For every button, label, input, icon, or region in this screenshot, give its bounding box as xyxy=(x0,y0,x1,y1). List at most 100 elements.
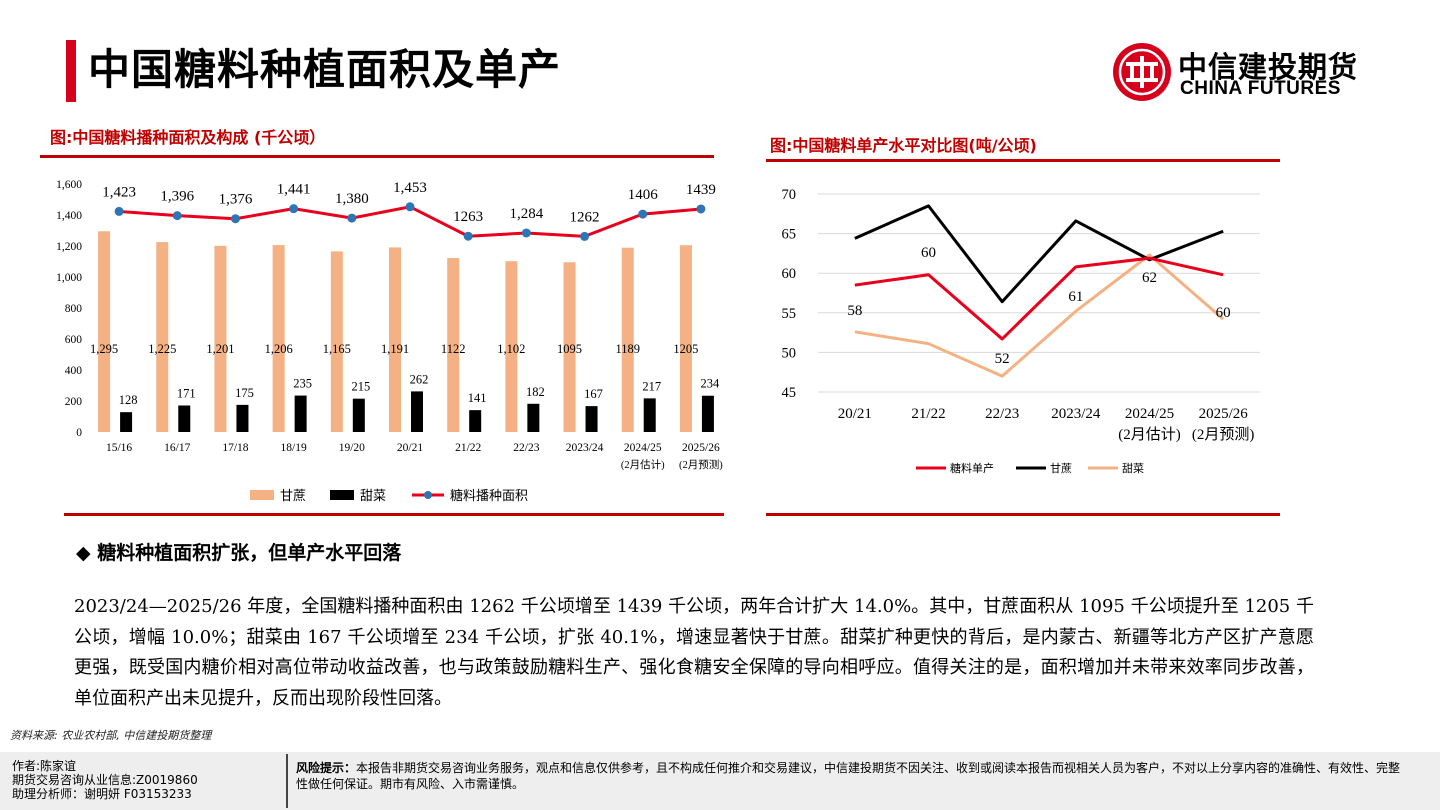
y-tick-label: 65 xyxy=(782,227,797,243)
sugarcane-bar xyxy=(621,247,634,432)
x-tick-label: 22/23 xyxy=(513,442,539,454)
sugarcane-bar-label: 1,225 xyxy=(148,342,176,356)
y-tick-label: 1,000 xyxy=(56,272,82,284)
legend-label: 甜菜 xyxy=(360,488,386,504)
section-bullet: ◆ 糖料种植面积扩张，但单产水平回落 xyxy=(76,542,402,564)
footer-author: 作者:陈家谊 xyxy=(12,759,77,773)
y-tick-label: 55 xyxy=(782,306,797,322)
total-area-point xyxy=(521,228,531,238)
sugarcane-bar xyxy=(505,261,518,432)
beet-bar xyxy=(527,403,540,432)
x-tick-label: 2024/25 xyxy=(624,442,662,454)
beet-bar xyxy=(643,398,656,432)
total-area-point xyxy=(463,231,473,241)
total-area-label: 1,284 xyxy=(509,206,543,222)
x-tick-label: 2023/24 xyxy=(566,442,604,454)
total-area-point xyxy=(289,204,299,214)
beet-bar xyxy=(236,404,249,432)
x-tick-label: 20/21 xyxy=(397,442,423,454)
total-area-point xyxy=(230,214,240,224)
beet-bar-label: 262 xyxy=(410,372,429,386)
chart2-bottom-rule xyxy=(766,513,1280,516)
legend-label: 甘蔗 xyxy=(1050,462,1072,475)
total-area-point xyxy=(172,211,182,221)
total-area-label: 1406 xyxy=(628,187,659,203)
x-tick-label: 16/17 xyxy=(164,442,190,454)
beet-bar xyxy=(701,395,714,432)
chart1-bottom-rule xyxy=(64,513,724,516)
risk-text: 本报告非期货交易咨询业务服务，观点和信息仅供参考，且不构成任何推介和交易建议，中… xyxy=(296,761,1401,791)
chart2-heading: 图:中国糖料单产水平对比图(吨/公顷) xyxy=(770,136,1037,155)
beet-bar-label: 234 xyxy=(701,377,721,391)
footer-license: 期货交易咨询从业信息:Z0019860 xyxy=(12,773,198,787)
total-area-label: 1,441 xyxy=(277,182,311,198)
sugarcane-bar xyxy=(679,245,692,432)
footer-assistant: 助理分析师：谢明妍 F03153233 xyxy=(12,787,192,801)
beet-bar xyxy=(178,405,191,432)
logo-cn-text: 中信建投期货 xyxy=(1178,50,1359,84)
x-tick-label: 17/18 xyxy=(222,442,248,454)
sugarcane-bar xyxy=(272,245,285,432)
area-chart: 0 200 400 600 800 1,000 1,200 1,400 1,600 15/16 16… xyxy=(56,179,723,504)
x-tick-label: 2025/26 xyxy=(682,442,720,454)
yield-chart: 45 50 55 60 65 70 20/21 21/22 22/23 2023/24 2024/2… xyxy=(782,187,1260,475)
x-tick-label: 22/23 xyxy=(985,406,1019,422)
sugarcane-bar xyxy=(98,231,111,432)
beet-bar-label: 171 xyxy=(177,386,196,400)
yield-data-label: 61 xyxy=(1068,289,1083,305)
x-tick-sublabel: (2月预测) xyxy=(1192,426,1255,443)
total-area-label: 1262 xyxy=(570,209,600,225)
total-area-label: 1439 xyxy=(686,182,716,198)
sugarcane-bar xyxy=(389,247,401,432)
total-area-label: 1,376 xyxy=(219,192,253,208)
series-line-2 xyxy=(854,253,1225,378)
x-tick-label: 2025/26 xyxy=(1199,406,1249,422)
sugarcane-bar xyxy=(563,262,576,432)
company-logo: 中信建投期货 CHINA FUTURES xyxy=(1112,40,1382,104)
logo-emblem-icon xyxy=(1113,43,1171,101)
yield-data-label: 52 xyxy=(995,351,1010,367)
x-tick-label: 21/22 xyxy=(911,406,945,422)
sugarcane-bar-label: 1,191 xyxy=(381,342,409,356)
logo-en-text: CHINA FUTURES xyxy=(1180,78,1341,99)
series-line-1 xyxy=(854,204,1224,304)
sugarcane-bar-label: 1,295 xyxy=(90,342,118,356)
total-area-point xyxy=(638,209,648,219)
x-tick-label: 2024/25 xyxy=(1125,406,1174,422)
x-tick-label: 19/20 xyxy=(339,442,365,454)
y-tick-label: 60 xyxy=(782,266,797,282)
y-tick-label: 1,400 xyxy=(56,210,82,222)
beet-bar-label: 215 xyxy=(351,380,370,394)
y-tick-label: 70 xyxy=(782,187,797,203)
yield-data-label: 58 xyxy=(847,303,862,319)
sugarcane-bar xyxy=(447,258,460,432)
total-area-label: 1263 xyxy=(453,209,483,225)
total-area-label: 1,396 xyxy=(160,189,194,205)
title-accent-bar xyxy=(66,40,76,102)
y-tick-label: 0 xyxy=(76,427,82,439)
legend-label: 糖料播种面积 xyxy=(450,488,528,504)
x-tick-label: 15/16 xyxy=(106,442,132,454)
x-tick-label: 2023/24 xyxy=(1051,406,1101,422)
sugarcane-bar xyxy=(330,251,343,432)
page-title: 中国糖料种植面积及单产 xyxy=(88,45,562,94)
footer-divider xyxy=(286,754,288,808)
beet-bar xyxy=(469,410,482,432)
y-tick-label: 600 xyxy=(65,334,83,346)
beet-bar xyxy=(294,395,307,432)
y-tick-label: 800 xyxy=(65,303,83,315)
beet-bar xyxy=(585,406,598,432)
sugarcane-bar-label: 1095 xyxy=(557,342,582,356)
sugarcane-bar-label: 1205 xyxy=(673,342,698,356)
beet-bar xyxy=(120,412,133,432)
x-tick-label: 20/21 xyxy=(838,406,872,422)
risk-label: 风险提示： xyxy=(296,761,357,775)
x-tick-label: 18/19 xyxy=(281,442,307,454)
source-note: 资料来源: 农业农村部, 中信建投期货整理 xyxy=(10,729,212,742)
y-tick-label: 50 xyxy=(782,345,797,361)
legend-swatch xyxy=(330,490,354,500)
beet-bar-label: 182 xyxy=(526,385,545,399)
legend-label: 糖料单产 xyxy=(950,461,994,475)
sugarcane-bar-label: 1,206 xyxy=(265,342,293,356)
legend-swatch xyxy=(250,490,274,500)
